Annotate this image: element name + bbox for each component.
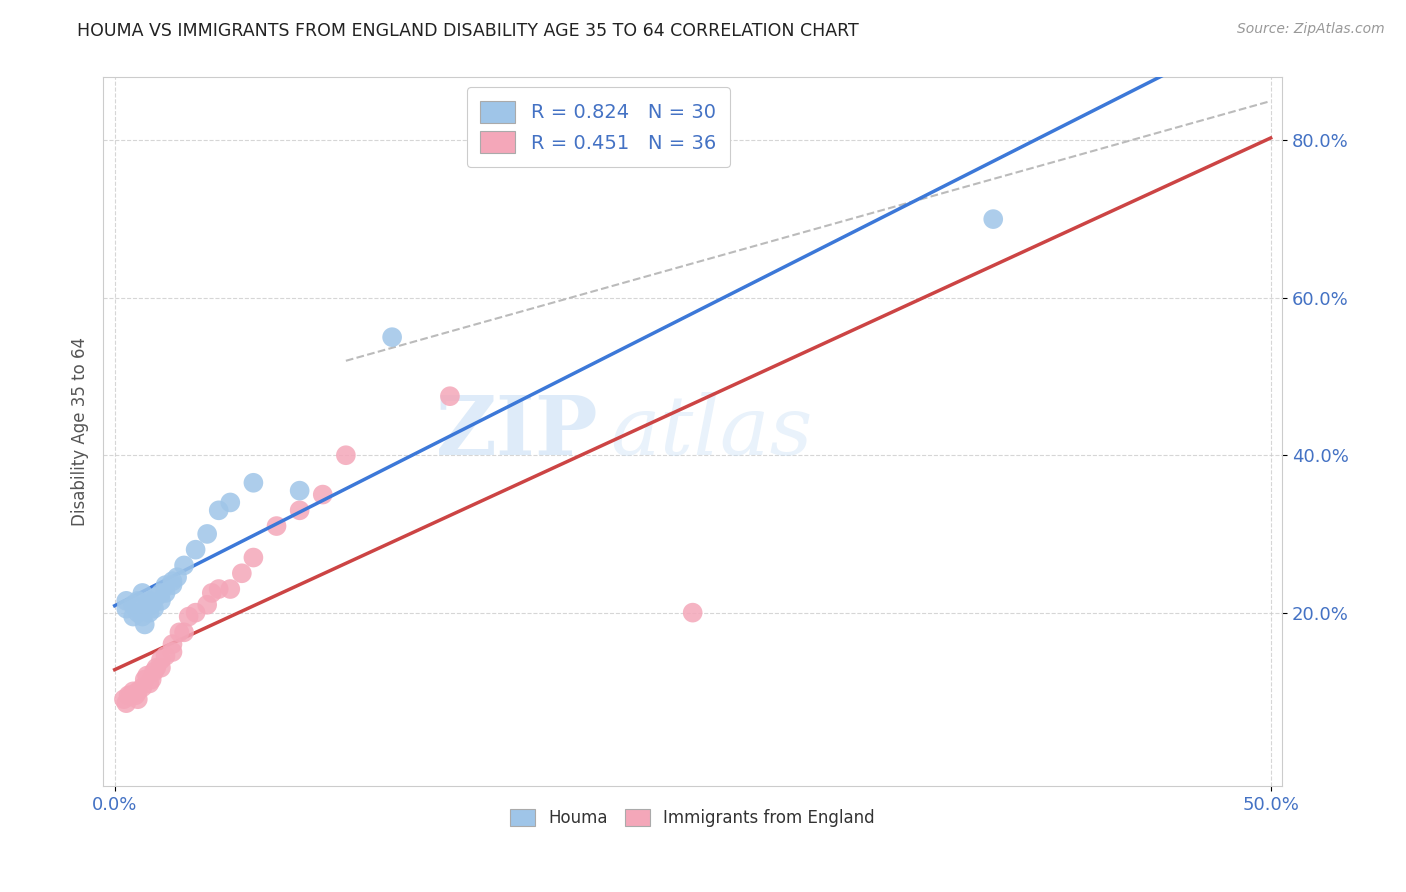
Point: [288, 503, 311, 517]
Point: [143, 601, 166, 615]
Point: [219, 582, 242, 596]
Point: [143, 665, 166, 679]
Point: [184, 542, 207, 557]
Point: [122, 598, 145, 612]
Point: [138, 594, 160, 608]
Point: [195, 527, 218, 541]
Point: [120, 688, 142, 702]
Point: [131, 586, 153, 600]
Point: [201, 586, 224, 600]
Point: [149, 653, 172, 667]
Point: [312, 487, 335, 501]
Point: [155, 578, 177, 592]
Legend: Houma, Immigrants from England: Houma, Immigrants from England: [503, 803, 882, 834]
Text: Source: ZipAtlas.com: Source: ZipAtlas.com: [1237, 22, 1385, 37]
Point: [112, 692, 135, 706]
Point: [335, 448, 357, 462]
Point: [127, 692, 149, 706]
Point: [195, 598, 218, 612]
Point: [149, 594, 172, 608]
Point: [682, 606, 704, 620]
Text: HOUMA VS IMMIGRANTS FROM ENGLAND DISABILITY AGE 35 TO 64 CORRELATION CHART: HOUMA VS IMMIGRANTS FROM ENGLAND DISABIL…: [77, 22, 859, 40]
Point: [162, 637, 184, 651]
Point: [149, 661, 172, 675]
Point: [122, 684, 145, 698]
Point: [231, 566, 253, 581]
Point: [141, 598, 163, 612]
Point: [266, 519, 288, 533]
Point: [127, 684, 149, 698]
Point: [115, 696, 138, 710]
Point: [145, 661, 167, 675]
Point: [138, 676, 160, 690]
Point: [162, 578, 184, 592]
Point: [242, 475, 264, 490]
Point: [173, 625, 195, 640]
Point: [115, 601, 138, 615]
Point: [981, 212, 1004, 227]
Point: [219, 495, 242, 509]
Point: [381, 330, 404, 344]
Point: [177, 609, 200, 624]
Point: [127, 594, 149, 608]
Point: [131, 681, 153, 695]
Point: [173, 558, 195, 573]
Point: [169, 625, 191, 640]
Point: [162, 645, 184, 659]
Point: [124, 688, 146, 702]
Point: [117, 688, 139, 702]
Point: [145, 590, 167, 604]
Point: [115, 594, 138, 608]
Point: [134, 617, 156, 632]
Point: [155, 648, 177, 663]
Point: [136, 668, 159, 682]
Point: [242, 550, 264, 565]
Point: [208, 503, 231, 517]
Point: [122, 609, 145, 624]
Point: [141, 673, 163, 687]
Point: [127, 606, 149, 620]
Point: [134, 673, 156, 687]
Point: [288, 483, 311, 498]
Point: [149, 586, 172, 600]
Point: [131, 609, 153, 624]
Point: [184, 606, 207, 620]
Text: atlas: atlas: [610, 392, 813, 472]
Text: ZIP: ZIP: [436, 392, 599, 472]
Point: [155, 586, 177, 600]
Point: [439, 389, 461, 403]
Point: [138, 606, 160, 620]
Point: [208, 582, 231, 596]
Point: [162, 574, 184, 589]
Point: [166, 570, 188, 584]
Y-axis label: Disability Age 35 to 64: Disability Age 35 to 64: [72, 337, 89, 526]
